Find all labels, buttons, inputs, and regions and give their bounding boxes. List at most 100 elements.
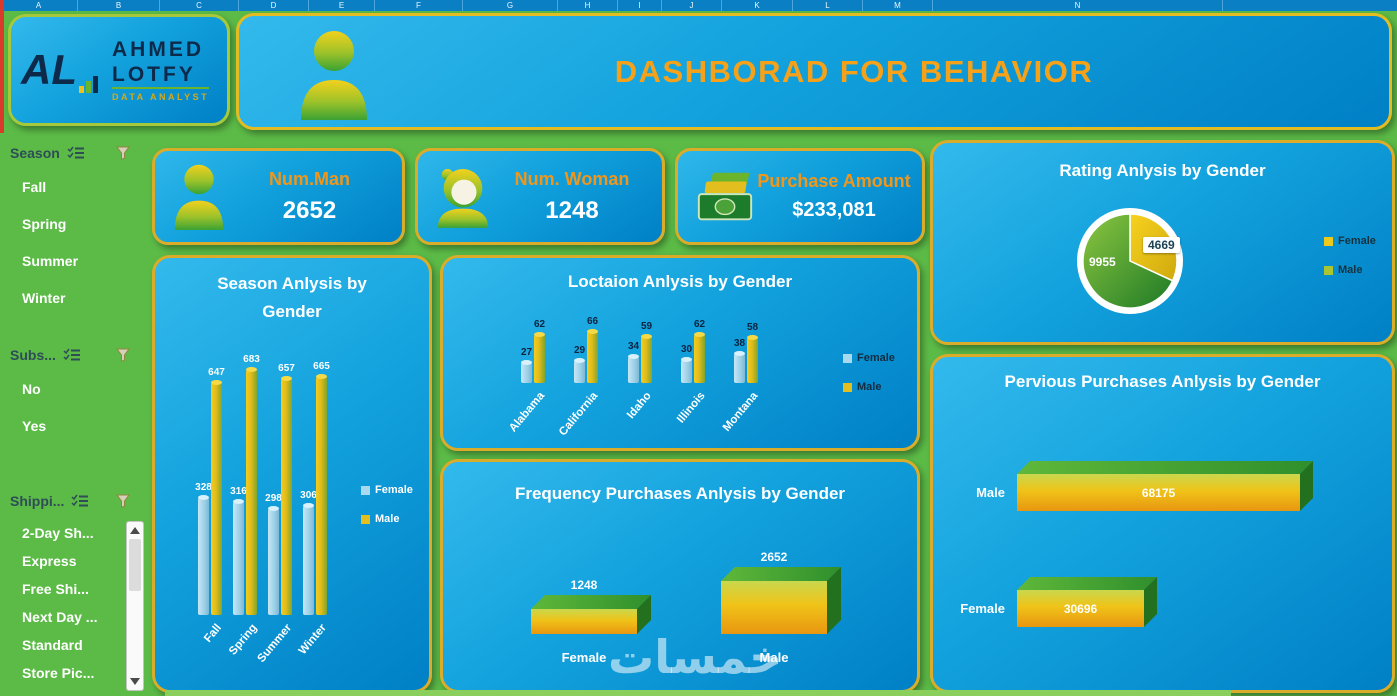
slicer-list-icon xyxy=(63,348,80,361)
category-label: California xyxy=(556,390,601,439)
cylinder-cap xyxy=(574,358,585,363)
man-icon xyxy=(174,164,224,230)
dashboard-title: DASHBORAD FOR BEHAVIOR xyxy=(614,54,1094,89)
season-chart-panel: Season Anlysis by Gender 328 647 Fall 316 68… xyxy=(152,255,432,693)
slicer-item-spring[interactable]: Spring xyxy=(22,216,67,232)
filter-funnel-icon[interactable] xyxy=(116,146,130,160)
slicer-list-icon xyxy=(71,494,89,507)
scroll-up-arrow[interactable] xyxy=(130,527,140,534)
data-label: 59 xyxy=(640,321,653,332)
column-header-f[interactable]: F xyxy=(375,0,463,11)
slicer-title: Subs... xyxy=(10,347,56,363)
scroll-down-arrow[interactable] xyxy=(130,678,140,685)
column-header-i[interactable]: I xyxy=(618,0,662,11)
slicer-item-fall[interactable]: Fall xyxy=(22,179,47,195)
column-header-g[interactable]: G xyxy=(463,0,558,11)
slicer-item-winter[interactable]: Winter xyxy=(22,290,66,306)
legend-label: Female xyxy=(1338,235,1376,247)
slicer-item-express[interactable]: Express xyxy=(22,553,77,569)
female-bar-fall xyxy=(198,495,209,615)
data-label: 2652 xyxy=(760,550,788,564)
left-red-accent xyxy=(0,0,4,133)
legend-male: Male xyxy=(361,513,399,525)
header-banner: DASHBORAD FOR BEHAVIOR xyxy=(236,13,1392,130)
logo-mark: AL xyxy=(21,46,77,93)
male-bar-montana xyxy=(747,335,758,383)
logo-name-line2: LOTFY xyxy=(112,63,210,89)
male-bar-idaho xyxy=(641,334,652,383)
column-header-k[interactable]: K xyxy=(722,0,793,11)
filter-funnel-icon[interactable] xyxy=(116,348,130,362)
cylinder-cap xyxy=(233,499,244,504)
bar-top-face xyxy=(721,567,841,581)
column-header-c[interactable]: C xyxy=(160,0,239,11)
data-label: 328 xyxy=(195,482,212,493)
column-header-b[interactable]: B xyxy=(78,0,160,11)
slicer-item-free-shi[interactable]: Free Shi... xyxy=(22,581,89,597)
bottom-row-strip xyxy=(165,690,1231,696)
male-bar-summer xyxy=(281,376,292,615)
previous-chart: 68175 Male 30696 Female xyxy=(933,357,1392,690)
slicer-item-yes[interactable]: Yes xyxy=(22,418,47,434)
cylinder-cap xyxy=(694,332,705,337)
scroll-thumb[interactable] xyxy=(129,539,141,591)
cylinder-cap xyxy=(734,351,745,356)
column-header-j[interactable]: J xyxy=(662,0,722,11)
slicer-item-standard[interactable]: Standard xyxy=(22,637,83,653)
slicer-item-summer[interactable]: Summer xyxy=(22,253,79,269)
legend-swatch-male xyxy=(1324,265,1333,275)
female-bar-spring xyxy=(233,499,244,615)
bar-side-face xyxy=(827,567,841,634)
column-header-d[interactable]: D xyxy=(239,0,309,11)
male-bar xyxy=(721,581,827,634)
person-icon xyxy=(301,31,367,120)
watermark: خمسات xyxy=(608,630,783,684)
slicer-item-2-day-sh[interactable]: 2-Day Sh... xyxy=(22,525,94,541)
cylinder-cap xyxy=(521,360,532,365)
kpi-label: Purchase Amount xyxy=(757,171,911,191)
column-header-n[interactable]: N xyxy=(933,0,1223,11)
filter-funnel-icon[interactable] xyxy=(116,494,130,508)
location-chart: 27 62 Alabama 29 66 California 34 59 Idaho 30 62 Il… xyxy=(443,258,917,448)
legend-swatch-female xyxy=(843,353,852,363)
previous-chart-title: Pervious Purchases Anlysis by Gender xyxy=(1004,372,1321,391)
column-header-a[interactable]: A xyxy=(0,0,78,11)
male-bar-winter xyxy=(316,374,327,615)
female-bar-montana xyxy=(734,351,745,383)
slicer-item-store-pic[interactable]: Store Pic... xyxy=(22,665,95,681)
category-label: Female xyxy=(561,650,607,665)
money-icon xyxy=(697,172,753,220)
cylinder-cap xyxy=(198,495,209,500)
cylinder-cap xyxy=(534,332,545,337)
frequency-chart-title: Frequency Purchases Anlysis by Gender xyxy=(514,484,846,503)
bar-side-face xyxy=(1300,461,1313,511)
kpi-value: 2652 xyxy=(282,196,337,224)
data-label: 29 xyxy=(573,345,586,356)
cylinder-cap xyxy=(316,374,327,379)
kpi-card-num-woman: Num. Woman 1248 xyxy=(415,148,665,245)
slicer-header-shippi-: Shippi... xyxy=(10,493,148,509)
column-header-l[interactable]: L xyxy=(793,0,863,11)
slicer-item-no[interactable]: No xyxy=(22,381,41,397)
logo-name-line1: AHMED xyxy=(112,38,204,62)
kpi-label: Num. Woman xyxy=(514,168,630,189)
column-header-m[interactable]: M xyxy=(863,0,933,11)
kpi-card-num-man: Num.Man 2652 xyxy=(152,148,405,245)
kpi-card-purchase-amount: Purchase Amount $233,081 xyxy=(675,148,925,245)
woman-icon xyxy=(437,168,489,228)
pie-label-male: 9955 xyxy=(1089,255,1116,269)
legend-swatch-male xyxy=(361,514,370,524)
slicer-item-next-day[interactable]: Next Day ... xyxy=(22,609,98,625)
cylinder-cap xyxy=(587,329,598,334)
slicer-scrollbar[interactable] xyxy=(126,521,144,691)
category-label: Idaho xyxy=(625,390,655,422)
female-bar-alabama xyxy=(521,360,532,383)
column-header-e[interactable]: E xyxy=(309,0,375,11)
legend-male: Male xyxy=(843,381,881,393)
bar-side-face xyxy=(1144,577,1157,627)
data-label: 62 xyxy=(693,319,706,330)
bar-top-face xyxy=(1017,577,1157,590)
column-header-h[interactable]: H xyxy=(558,0,618,11)
category-label: Illinois xyxy=(674,390,708,426)
